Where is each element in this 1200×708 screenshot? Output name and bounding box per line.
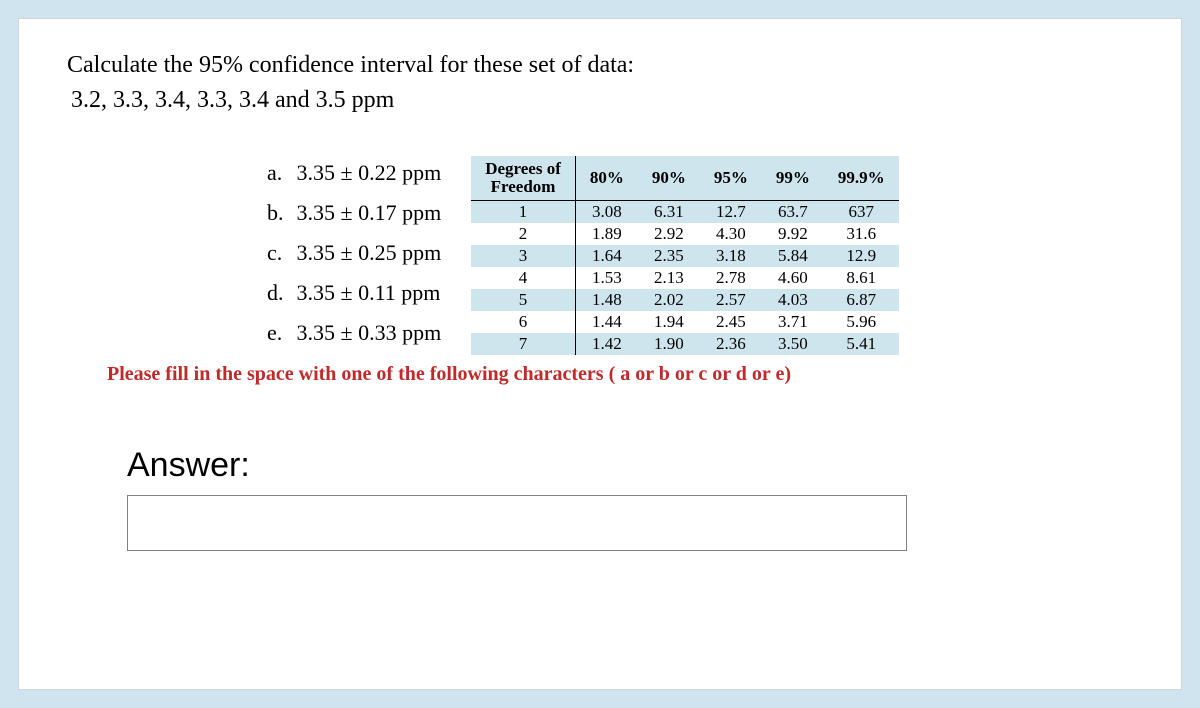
cell: 1.44 [575, 311, 638, 333]
cell: 9.92 [762, 223, 824, 245]
table-row: 1 3.08 6.31 12.7 63.7 637 [471, 200, 898, 223]
table-body: 1 3.08 6.31 12.7 63.7 637 2 1.89 2.92 4.… [471, 200, 898, 355]
dof-line1: Degrees of [485, 159, 561, 178]
cell: 31.6 [824, 223, 899, 245]
cell: 1.53 [575, 267, 638, 289]
options-list: a. 3.35 ± 0.22 ppm b. 3.35 ± 0.17 ppm c.… [67, 156, 441, 346]
cell: 1.64 [575, 245, 638, 267]
cell: 3.71 [762, 311, 824, 333]
cell: 2.57 [700, 289, 762, 311]
t-distribution-table: Degrees of Freedom 80% 90% 95% 99% 99.9%… [471, 156, 898, 355]
table-row: 6 1.44 1.94 2.45 3.71 5.96 [471, 311, 898, 333]
option-letter: a. [267, 160, 291, 186]
answer-section: Answer: [67, 446, 1133, 551]
cell: 6.31 [638, 200, 700, 223]
cell: 3.18 [700, 245, 762, 267]
col-header-90: 90% [638, 156, 700, 200]
cell: 637 [824, 200, 899, 223]
cell: 3.50 [762, 333, 824, 355]
cell-dof: 3 [471, 245, 575, 267]
option-letter: c. [267, 240, 291, 266]
cell: 2.13 [638, 267, 700, 289]
table-row: 4 1.53 2.13 2.78 4.60 8.61 [471, 267, 898, 289]
option-text: 3.35 ± 0.22 ppm [297, 160, 442, 185]
option-text: 3.35 ± 0.33 ppm [297, 320, 442, 345]
option-c: c. 3.35 ± 0.25 ppm [267, 240, 441, 266]
cell: 6.87 [824, 289, 899, 311]
content-row: a. 3.35 ± 0.22 ppm b. 3.35 ± 0.17 ppm c.… [67, 156, 1133, 355]
cell: 12.9 [824, 245, 899, 267]
cell: 1.48 [575, 289, 638, 311]
cell: 63.7 [762, 200, 824, 223]
col-header-dof: Degrees of Freedom [471, 156, 575, 200]
option-b: b. 3.35 ± 0.17 ppm [267, 200, 441, 226]
cell: 4.03 [762, 289, 824, 311]
cell: 5.41 [824, 333, 899, 355]
cell: 1.90 [638, 333, 700, 355]
table-row: 5 1.48 2.02 2.57 4.03 6.87 [471, 289, 898, 311]
table-row: 7 1.42 1.90 2.36 3.50 5.41 [471, 333, 898, 355]
cell: 8.61 [824, 267, 899, 289]
answer-input[interactable] [127, 495, 907, 551]
col-header-99: 99% [762, 156, 824, 200]
cell: 5.96 [824, 311, 899, 333]
table-row: 3 1.64 2.35 3.18 5.84 12.9 [471, 245, 898, 267]
question-card: Calculate the 95% confidence interval fo… [18, 18, 1182, 690]
option-letter: e. [267, 320, 291, 346]
cell: 2.45 [700, 311, 762, 333]
cell: 1.42 [575, 333, 638, 355]
cell: 3.08 [575, 200, 638, 223]
dof-line2: Freedom [491, 177, 556, 196]
question-data: 3.2, 3.3, 3.4, 3.3, 3.4 and 3.5 ppm [67, 87, 1133, 114]
cell: 2.35 [638, 245, 700, 267]
cell-dof: 2 [471, 223, 575, 245]
option-letter: b. [267, 200, 291, 226]
cell: 2.92 [638, 223, 700, 245]
option-a: a. 3.35 ± 0.22 ppm [267, 160, 441, 186]
cell: 12.7 [700, 200, 762, 223]
cell: 1.94 [638, 311, 700, 333]
option-text: 3.35 ± 0.25 ppm [297, 240, 442, 265]
option-letter: d. [267, 280, 291, 306]
table-header-row: Degrees of Freedom 80% 90% 95% 99% 99.9% [471, 156, 898, 200]
answer-label: Answer: [127, 446, 1133, 485]
cell: 2.36 [700, 333, 762, 355]
answer-instruction: Please fill in the space with one of the… [67, 363, 1133, 386]
question-title: Calculate the 95% confidence interval fo… [67, 47, 1133, 83]
cell: 2.02 [638, 289, 700, 311]
col-header-95: 95% [700, 156, 762, 200]
option-d: d. 3.35 ± 0.11 ppm [267, 280, 441, 306]
option-text: 3.35 ± 0.17 ppm [297, 200, 442, 225]
cell: 5.84 [762, 245, 824, 267]
cell: 4.30 [700, 223, 762, 245]
cell-dof: 6 [471, 311, 575, 333]
cell: 2.78 [700, 267, 762, 289]
cell-dof: 1 [471, 200, 575, 223]
cell-dof: 5 [471, 289, 575, 311]
table-row: 2 1.89 2.92 4.30 9.92 31.6 [471, 223, 898, 245]
cell-dof: 7 [471, 333, 575, 355]
cell: 4.60 [762, 267, 824, 289]
col-header-999: 99.9% [824, 156, 899, 200]
cell-dof: 4 [471, 267, 575, 289]
option-text: 3.35 ± 0.11 ppm [297, 280, 441, 305]
option-e: e. 3.35 ± 0.33 ppm [267, 320, 441, 346]
col-header-80: 80% [575, 156, 638, 200]
cell: 1.89 [575, 223, 638, 245]
